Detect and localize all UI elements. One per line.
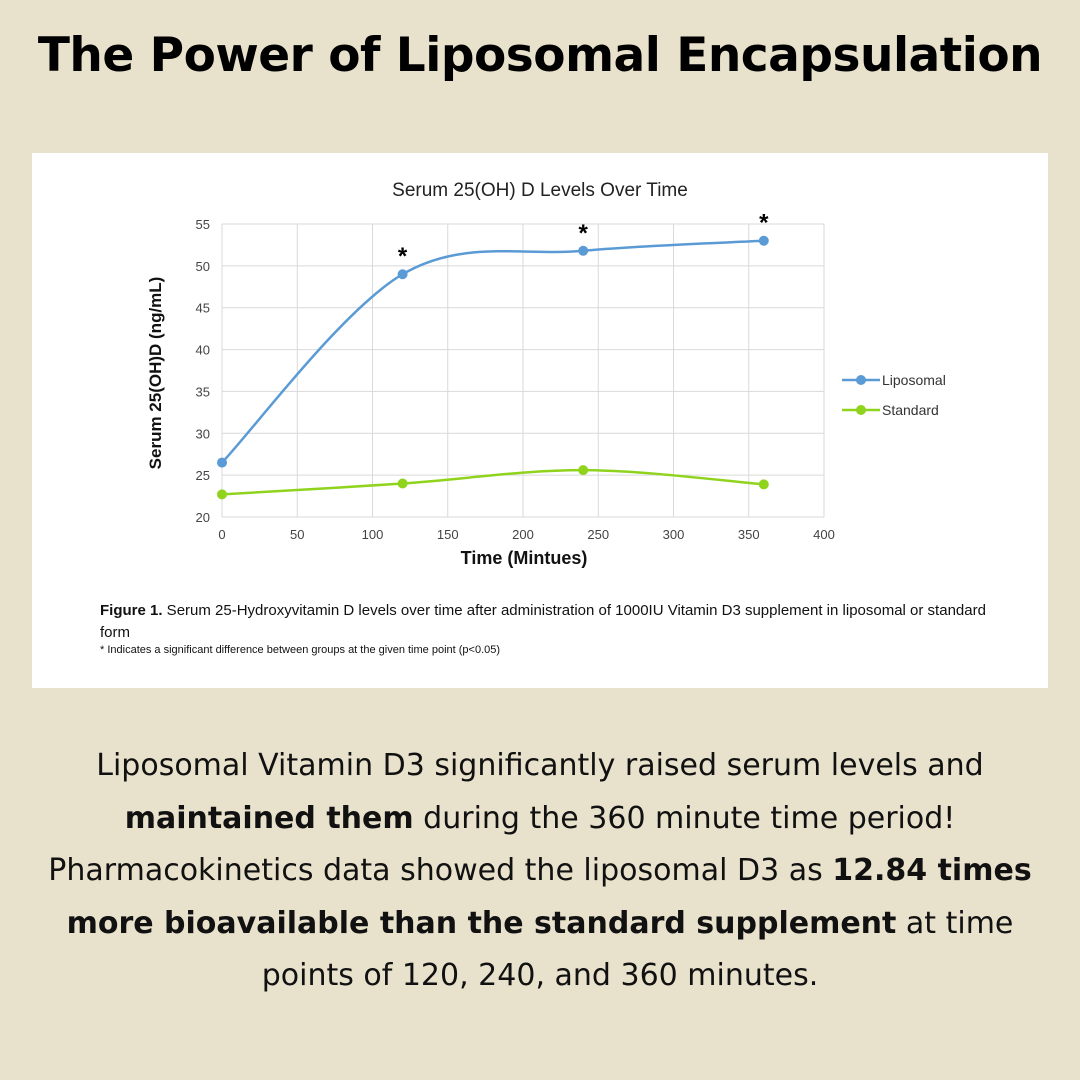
figure-caption: Figure 1. Serum 25-Hydroxyvitamin D leve… xyxy=(100,600,1000,644)
liposomal-legend-label: Liposomal xyxy=(882,372,946,388)
x-tick-label: 150 xyxy=(437,527,459,542)
liposomal-data-point xyxy=(217,457,227,468)
significance-asterisk: * xyxy=(579,220,589,247)
x-tick-label: 300 xyxy=(663,527,685,542)
series: * * * xyxy=(217,210,769,500)
figure-caption-label: Figure 1. xyxy=(100,602,163,619)
y-axis-label: Serum 25(OH)D (ng/mL) xyxy=(146,277,165,470)
y-tick-label: 40 xyxy=(196,343,210,358)
y-tick-label: 55 xyxy=(196,217,210,232)
significance-asterisk: * xyxy=(398,243,408,270)
x-tick-label: 400 xyxy=(813,527,835,542)
x-tick-label: 350 xyxy=(738,527,760,542)
standard-legend-label: Standard xyxy=(882,402,939,418)
line-chart: Serum 25(OH) D Levels Over Time 20 25 30 35… xyxy=(146,180,946,568)
liposomal-data-point xyxy=(578,245,589,256)
y-tick-label: 35 xyxy=(196,384,210,399)
figure-card: Serum 25(OH) D Levels Over Time 20 25 30 35… xyxy=(32,153,1048,688)
standard-data-point xyxy=(397,478,408,489)
standard-legend-marker xyxy=(856,405,866,415)
summary-bold-1: maintained them xyxy=(124,800,414,836)
x-tick-label: 50 xyxy=(290,527,304,542)
standard-data-point xyxy=(217,489,227,500)
x-tick-label: 250 xyxy=(587,527,609,542)
y-tick-label: 50 xyxy=(196,259,210,274)
figure-footnote: * Indicates a significant difference bet… xyxy=(100,644,501,656)
y-tick-label: 45 xyxy=(196,301,210,316)
y-tick-label: 25 xyxy=(196,468,210,483)
figure-caption-text: Serum 25-Hydroxyvitamin D levels over ti… xyxy=(100,602,986,641)
standard-series-line xyxy=(221,468,764,496)
liposomal-series-line xyxy=(221,239,764,464)
y-tick-label: 20 xyxy=(196,510,210,525)
x-tick-label: 100 xyxy=(362,527,384,542)
x-tick-label: 200 xyxy=(512,527,534,542)
summary-part-1: Liposomal Vitamin D3 significantly raise… xyxy=(96,748,984,783)
legend: Liposomal Standard xyxy=(842,372,946,418)
significance-asterisk: * xyxy=(759,210,769,237)
summary-part-3: at time points of 120, 240, and 360 minu… xyxy=(261,905,1014,994)
x-axis-label: Time (Mintues) xyxy=(461,548,588,568)
summary-text: Liposomal Vitamin D3 significantly raise… xyxy=(20,740,1060,1003)
axes: 20 25 30 35 40 45 50 55 0 50 100 150 200 250 300 350 400 xyxy=(196,217,835,542)
summary-part-2: during the 360 minute time period! Pharm… xyxy=(48,800,956,889)
liposomal-data-point xyxy=(758,235,769,246)
liposomal-legend-marker xyxy=(856,375,866,385)
liposomal-data-point xyxy=(397,269,408,280)
standard-data-point xyxy=(578,465,589,476)
x-tick-label: 0 xyxy=(218,527,225,542)
headline: The Power of Liposomal Encapsulation xyxy=(37,28,1043,83)
summary-bold-2: 12.84 times more bioavailable than the s… xyxy=(66,853,1032,941)
grid xyxy=(221,223,825,518)
standard-data-point xyxy=(758,479,769,490)
chart-title: Serum 25(OH) D Levels Over Time xyxy=(392,180,688,201)
y-tick-label: 30 xyxy=(196,426,210,441)
